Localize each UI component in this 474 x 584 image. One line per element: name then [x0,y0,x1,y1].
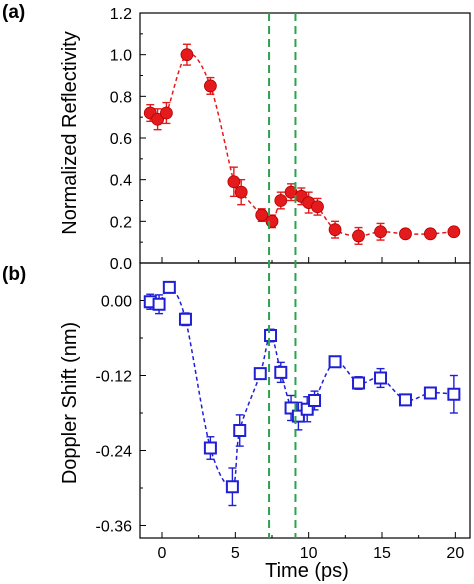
panel-b-point [447,387,461,401]
panel-b-point [423,386,437,400]
panel-b-y-tick-label: 0.00 [101,294,132,311]
panel-a-point [374,225,387,239]
panel-b-point [162,280,176,294]
reference-lines [268,13,297,538]
panel-b-x-ticks: 0 5 10 15 20 [158,257,464,562]
panel-b: (b) Doppler Shift (nm) 0.00-0.12-0.24-0.… [2,257,471,582]
panel-b-point [374,371,388,385]
panel-a-point [399,227,412,241]
panel-a-point [328,223,342,237]
panel-b-frame [139,262,471,539]
panel-a-point [180,48,194,62]
panel-b-point [203,441,217,455]
panel-b-point [152,297,166,311]
panel-b-y-tick-label: -0.12 [96,369,133,386]
panel-a-point [255,208,269,222]
panel-b-series-line [149,286,454,488]
panel-a-y-ticks: 0.0 0.2 0.4 0.6 0.8 1.0 1.2 [110,6,146,273]
panel-a: (a) Normalized Reflectivity 0.0 0.2 0.4 0.6… [2,2,471,273]
panel-a-y-tick-label: 0.6 [110,131,132,148]
panel-a-y-tick-label: 0.8 [110,89,132,106]
panel-a-series-line [149,53,454,237]
x-axis-title: Time (ps) [265,560,349,582]
panel-b-point [291,409,305,423]
panel-b-point [398,393,412,407]
panel-b-data [143,280,461,507]
panel-a-y-tick-label: 0.2 [110,214,132,231]
panel-b-y-ticks: 0.00 -0.12 -0.24 -0.36 [96,262,146,536]
panel-b-point [264,329,278,342]
panel-a-label: (a) [2,2,25,23]
panel-a-y-tick-label: 0.4 [110,173,132,190]
panel-b-y-tick-label: -0.24 [96,444,133,461]
panel-a-point [151,112,165,126]
panel-b-point [328,355,342,369]
panel-b-point [284,401,298,415]
panel-a-point [159,106,173,120]
x-tick-label: 0 [158,545,167,562]
panel-b-point [178,312,192,326]
panel-b-point [225,480,239,494]
panel-a-point [274,194,288,207]
panel-a-y-tick-label: 0.0 [110,256,132,273]
panel-a-y-tick-label: 1.0 [110,48,132,65]
panel-a-point [227,175,241,189]
panel-a-point [352,229,365,243]
panel-b-point [300,402,314,416]
x-tick-label: 20 [446,545,464,562]
panel-a-y-tick-label: 1.2 [110,6,132,23]
panel-b-point [233,424,247,437]
panel-b-point [352,376,366,390]
panel-b-y-tick-label: -0.36 [96,519,133,536]
x-tick-label: 10 [300,545,318,562]
panel-a-point [265,214,279,228]
panel-a-point [203,79,217,93]
panel-a-point [234,185,248,199]
panel-a-y-axis-title: Normalized Reflectivity [59,31,81,234]
panel-b-point [253,367,267,381]
x-tick-label: 15 [373,545,391,562]
panel-a-point [423,227,437,241]
panel-b-y-axis-title: Doppler Shift (nm) [59,322,81,484]
panel-b-point [274,365,288,379]
panel-a-point [447,225,461,239]
panel-a-data [143,43,461,245]
panel-b-label: (b) [2,264,26,285]
panel-b-point [308,394,322,407]
x-tick-label: 5 [231,545,240,562]
panel-a-point [311,200,324,214]
